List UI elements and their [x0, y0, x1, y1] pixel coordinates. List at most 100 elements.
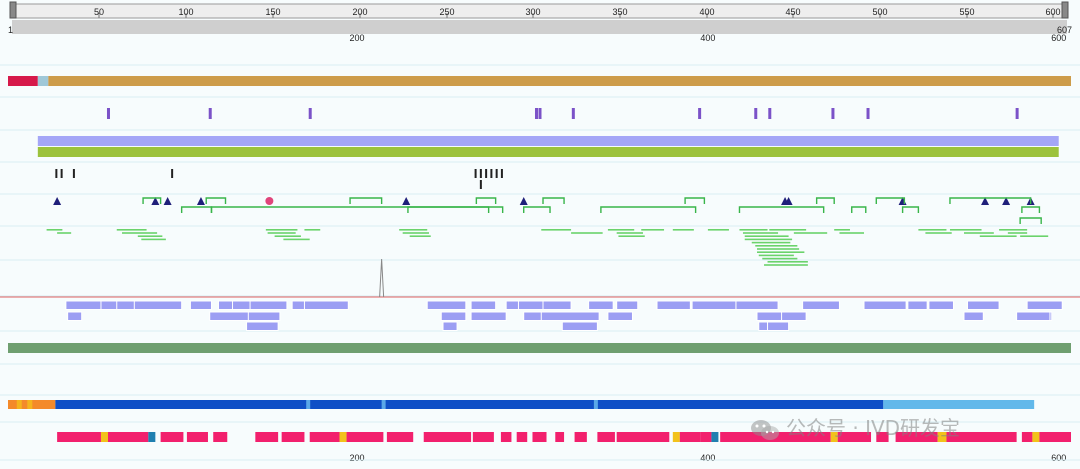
sequence-start-label: 1	[8, 25, 14, 35]
peptide-segment	[963, 232, 994, 234]
disulfide-bond	[875, 197, 906, 204]
antigen-segment	[309, 432, 340, 442]
peptide-segment	[672, 229, 694, 231]
peptide-segment	[918, 229, 947, 231]
antigen-segment	[876, 432, 889, 442]
feature-tracks[interactable]	[0, 40, 1080, 469]
antigen-segment	[213, 432, 228, 442]
peptide-segment	[304, 229, 321, 231]
antigen-segment	[895, 432, 938, 442]
peptide-segment	[769, 229, 807, 231]
antigen-segment	[555, 432, 565, 442]
region-box	[802, 300, 840, 310]
site-mark	[754, 108, 758, 119]
site-mark	[538, 108, 542, 119]
peptide-segment	[1007, 232, 1028, 234]
peptide-segment	[141, 238, 166, 241]
site-mark	[1015, 108, 1019, 119]
region-box	[756, 311, 786, 321]
top-tick-label: 200	[352, 7, 368, 17]
chain-bar	[48, 76, 1071, 86]
bottom-tick-label: 600	[1051, 453, 1067, 463]
peptide-segment	[834, 229, 850, 231]
antigen-segment	[281, 432, 305, 442]
region-box	[607, 311, 633, 321]
antigen-segment	[57, 432, 101, 442]
region-box	[616, 300, 639, 310]
top-tick-label: 150	[265, 7, 281, 17]
nav-handle-left[interactable]	[9, 1, 17, 19]
site-mark	[768, 108, 772, 119]
short-mark	[55, 169, 58, 178]
antigen-segment	[148, 432, 156, 442]
region-box	[656, 300, 691, 310]
peptide-segment	[739, 229, 768, 231]
site-mark	[208, 108, 212, 119]
antigen-segment	[946, 432, 1017, 442]
region-box	[588, 300, 614, 310]
propeptide-bar	[37, 76, 49, 86]
disulfide-bond	[1019, 217, 1042, 224]
variant-dot	[265, 197, 274, 205]
wechat-icon	[751, 419, 779, 440]
peptide-segment	[762, 257, 798, 260]
glycosylation-triangle	[519, 197, 528, 205]
top-tick-label: 300	[525, 7, 541, 17]
glycosylation-triangle	[151, 197, 160, 205]
site-mark	[534, 108, 538, 119]
peptide-segment	[283, 238, 310, 241]
site-mark	[831, 108, 835, 119]
antigen-segment	[574, 432, 587, 442]
short-mark	[479, 180, 482, 189]
region-box	[1026, 300, 1063, 310]
nav-selection	[12, 20, 1067, 34]
region-box	[470, 311, 507, 321]
disulfide-bond	[851, 206, 867, 213]
disulfide-bond	[210, 206, 504, 213]
topology-segment	[55, 400, 884, 409]
antigen-segment	[1039, 432, 1071, 442]
antigen-segment	[339, 432, 347, 442]
region-box	[470, 300, 497, 310]
topology-highlight	[27, 400, 33, 409]
disulfide-bond	[542, 197, 565, 204]
peptide-segment	[1020, 235, 1049, 237]
region-box	[863, 300, 907, 310]
short-mark	[60, 169, 63, 178]
antigen-segment	[616, 432, 670, 442]
peptide-segment	[755, 245, 798, 247]
peptide-segment	[839, 232, 865, 234]
disulfide-bond	[738, 206, 825, 213]
antigen-segment	[423, 432, 472, 442]
nav-handle-right[interactable]	[1061, 1, 1069, 19]
conservation-bar	[8, 343, 1071, 353]
short-mark	[500, 169, 503, 178]
region-box	[907, 300, 928, 310]
disulfide-bond	[475, 197, 497, 204]
short-mark	[171, 169, 174, 178]
antigen-segment	[186, 432, 208, 442]
antigen-segment	[346, 432, 384, 442]
top-tick-label: 600	[1045, 7, 1061, 17]
antigen-segment	[100, 432, 108, 442]
region-box	[767, 321, 790, 331]
region-box	[691, 300, 737, 310]
peptide-segment	[767, 261, 808, 263]
disulfide-bond	[180, 206, 213, 213]
peptide-segment	[399, 229, 428, 231]
site-mark	[866, 108, 870, 119]
antigen-segment	[672, 432, 680, 442]
antigen-segment	[160, 432, 184, 442]
peptide-segment	[571, 232, 603, 234]
antigen-segment	[937, 432, 947, 442]
topology-segment	[883, 400, 1035, 409]
peptide-segment	[402, 232, 429, 234]
antigen-segment	[500, 432, 512, 442]
topology-highlight	[16, 400, 22, 409]
glycosylation-triangle	[981, 197, 990, 205]
disulfide-bond	[142, 197, 162, 204]
region-box	[735, 300, 779, 310]
region-box	[928, 300, 954, 310]
navigation-ruler[interactable]	[0, 0, 1080, 40]
domain-a-bar	[37, 136, 1059, 146]
